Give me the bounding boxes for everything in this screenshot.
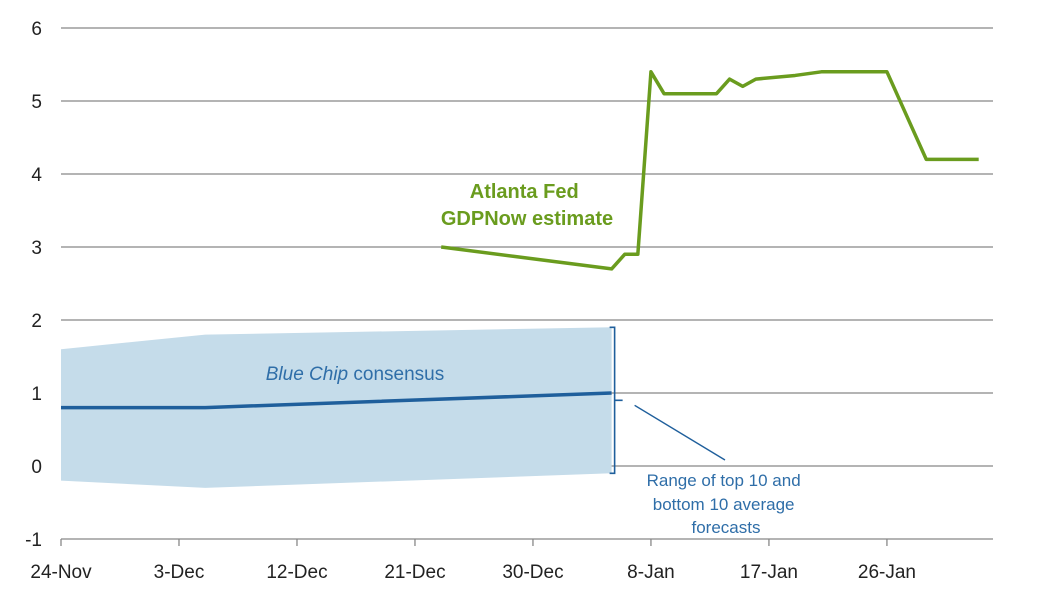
range-bracket — [609, 326, 623, 475]
x-tick-label: 12-Dec — [266, 562, 327, 583]
range-label-line1: Range of top 10 and — [647, 471, 801, 490]
y-tick-label: 5 — [31, 92, 42, 113]
blue-chip-label-rest: consensus — [348, 364, 444, 385]
x-tick-label: 30-Dec — [502, 562, 563, 583]
gdpnow-label-line1: Atlanta Fed — [470, 181, 579, 203]
x-tick-label: 17-Jan — [740, 562, 798, 583]
y-tick-label: 3 — [31, 238, 42, 259]
x-tick-label: 21-Dec — [384, 562, 445, 583]
y-tick-label: 4 — [31, 165, 42, 186]
range-label: Range of top 10 and bottom 10 average fo… — [647, 471, 806, 537]
y-tick-label: 0 — [31, 457, 42, 478]
y-tick-label: 2 — [31, 311, 42, 332]
x-tick-label: 3-Dec — [154, 562, 205, 583]
x-axis-ticks: 24-Nov 3-Dec 12-Dec 21-Dec 30-Dec 8-Jan 17-Jan… — [30, 539, 916, 583]
x-tick-label: 26-Jan — [858, 562, 916, 583]
y-axis-ticks: -1 0 1 2 3 4 5 6 — [25, 19, 42, 551]
x-tick-label: 8-Jan — [627, 562, 675, 583]
forecast-range-band — [61, 327, 612, 488]
y-tick-label: 1 — [31, 384, 42, 405]
gdpnow-label-line2: GDPNow estimate — [441, 208, 613, 230]
blue-chip-label: Blue Chip consensus — [266, 364, 445, 385]
gdpnow-line — [440, 70, 979, 271]
blue-chip-label-italic: Blue Chip — [266, 364, 348, 385]
range-leader-line — [634, 404, 726, 461]
x-tick-label: 24-Nov — [30, 562, 92, 583]
y-tick-label: -1 — [25, 530, 42, 551]
range-label-line3: forecasts — [692, 518, 761, 537]
range-label-line2: bottom 10 average — [653, 495, 795, 514]
gdpnow-label: Atlanta Fed GDPNow estimate — [441, 181, 613, 230]
blue-chip-consensus-line — [61, 391, 612, 410]
y-tick-label: 6 — [31, 19, 42, 40]
